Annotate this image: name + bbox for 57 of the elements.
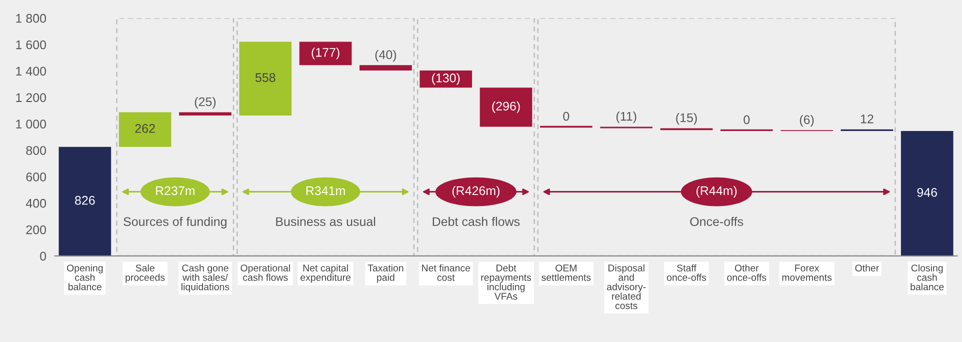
x-tick-label: Staff once-offs bbox=[666, 264, 706, 281]
annotation: (R44m) bbox=[696, 186, 737, 198]
band-label: Sources of funding bbox=[124, 216, 226, 229]
data-label: (15) bbox=[676, 112, 697, 125]
data-label: 0 bbox=[744, 115, 750, 124]
annotation: R341m bbox=[306, 186, 345, 196]
data-label: 826 bbox=[75, 196, 95, 205]
x-tick-label: Taxation paid bbox=[368, 264, 404, 283]
x-tick-label: Debt repayments including VFAs bbox=[481, 264, 532, 300]
bar bbox=[299, 42, 352, 66]
x-tick-label: Operational cash flows bbox=[240, 264, 290, 281]
band-label: Once-offs bbox=[690, 216, 744, 226]
x-tick-label: Cash gone with sales/ liquidations bbox=[182, 264, 230, 292]
data-label: 0 bbox=[563, 112, 570, 121]
data-label: (177) bbox=[312, 48, 340, 60]
data-label: (130) bbox=[432, 73, 460, 85]
data-label: (25) bbox=[194, 96, 216, 109]
y-tick-label: 600 bbox=[26, 172, 46, 182]
bar bbox=[900, 130, 954, 256]
x-tick-label: Sale proceeds bbox=[126, 264, 165, 283]
x-tick-label: Other once-offs bbox=[727, 264, 766, 281]
bar bbox=[118, 112, 172, 147]
band-label: Business as usual bbox=[276, 216, 376, 226]
y-tick-label: 800 bbox=[26, 146, 46, 155]
bar bbox=[179, 112, 232, 116]
data-label: (40) bbox=[375, 50, 396, 62]
x-tick-label: Closing cash balance bbox=[910, 264, 944, 290]
y-tick-label: 1 400 bbox=[16, 66, 46, 76]
data-label: 262 bbox=[135, 124, 155, 133]
x-tick-label: Other bbox=[855, 264, 879, 272]
x-tick-label: Forex movements bbox=[782, 264, 832, 281]
data-label: (6) bbox=[800, 114, 814, 127]
x-tick-label: Net capital expenditure bbox=[300, 264, 351, 283]
y-tick-label: 200 bbox=[26, 225, 46, 234]
x-tick-label: Opening cash balance bbox=[66, 264, 103, 290]
y-tick-label: 1 000 bbox=[16, 120, 46, 128]
data-label: 946 bbox=[917, 188, 937, 197]
bar bbox=[360, 65, 412, 70]
data-label: 12 bbox=[860, 114, 874, 124]
y-tick-label: 1 800 bbox=[16, 14, 46, 23]
data-label: 558 bbox=[255, 73, 276, 82]
x-tick-label: Net finance cost bbox=[422, 264, 470, 281]
x-tick-label: OEM settlements bbox=[542, 264, 591, 281]
y-tick-label: 0 bbox=[40, 252, 46, 261]
bar bbox=[480, 88, 532, 127]
bar bbox=[420, 70, 472, 88]
data-label: (296) bbox=[492, 101, 520, 114]
annotation: R237m bbox=[156, 186, 194, 196]
y-tick-label: 1 600 bbox=[16, 40, 46, 50]
bar bbox=[239, 42, 292, 116]
bar bbox=[58, 146, 112, 256]
annotation: (R426m) bbox=[452, 186, 500, 198]
x-tick-label: Disposal and advisory- related costs bbox=[607, 264, 646, 310]
y-tick-label: 400 bbox=[26, 198, 46, 208]
data-label: (11) bbox=[616, 112, 636, 124]
y-tick-label: 1 200 bbox=[16, 93, 46, 102]
band-label: Debt cash flows bbox=[432, 216, 520, 226]
